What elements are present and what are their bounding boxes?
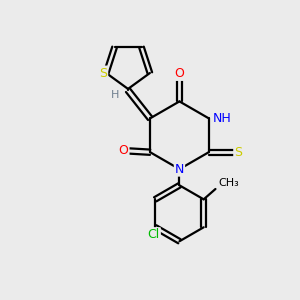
- Text: CH₃: CH₃: [218, 178, 239, 188]
- Text: S: S: [99, 67, 107, 80]
- Text: NH: NH: [212, 112, 231, 125]
- Text: N: N: [175, 163, 184, 176]
- Text: S: S: [234, 146, 242, 159]
- Text: O: O: [175, 67, 184, 80]
- Text: H: H: [111, 90, 119, 100]
- Text: Cl: Cl: [148, 228, 160, 241]
- Text: O: O: [119, 144, 129, 157]
